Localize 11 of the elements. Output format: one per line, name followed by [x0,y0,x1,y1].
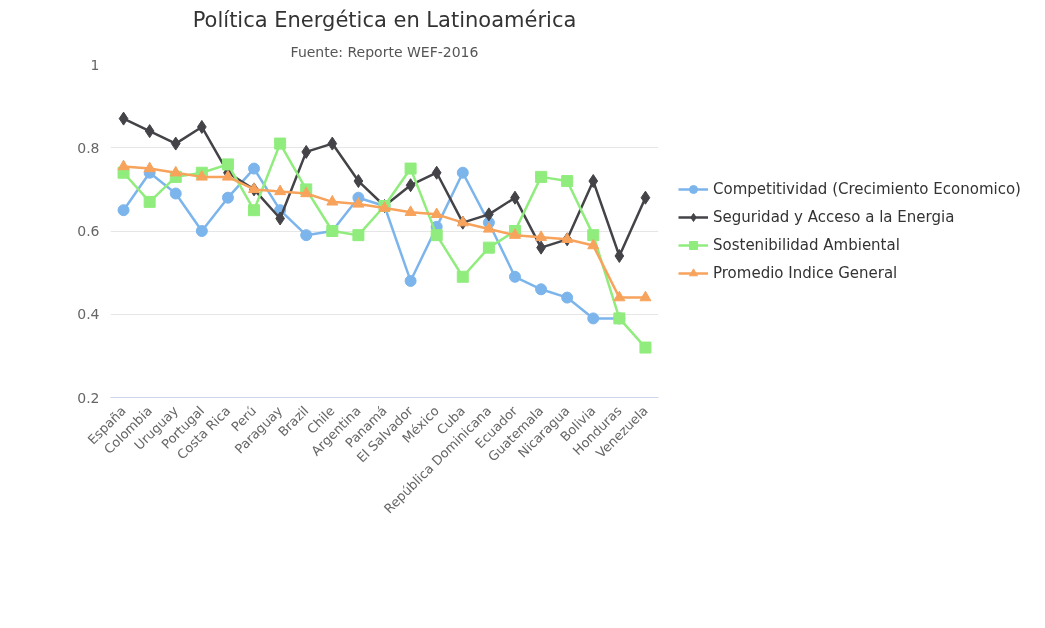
y-tick-label: 0.2 [77,389,100,406]
legend-label: Promedio Indice General [713,263,898,282]
y-tick-label: 1 [90,56,100,73]
chart-subtitle: Fuente: Reporte WEF-2016 [290,43,479,60]
legend-label: Competitividad (Crecimiento Economico) [713,179,1021,198]
chart-title: Política Energética en Latinoamérica [192,7,577,32]
y-tick-label: 0.4 [77,306,100,323]
legend-label: Seguridad y Acceso a la Energia [713,207,955,226]
y-tick-label: 0.6 [77,223,100,239]
legend-label: Sostenibilidad Ambiental [713,235,900,254]
y-tick-label: 0.8 [77,139,100,156]
